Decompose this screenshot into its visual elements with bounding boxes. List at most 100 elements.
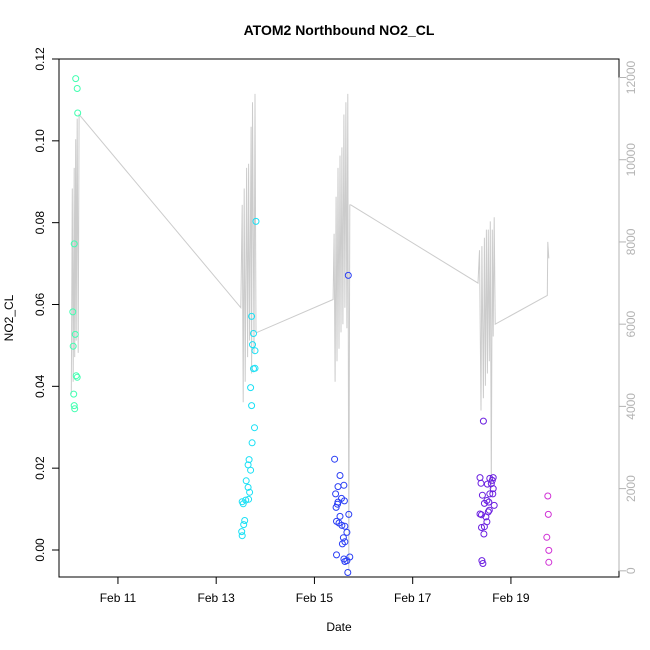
y-axis-right: 0 2000 4000 6000 8000 10000 12000 bbox=[618, 60, 638, 574]
chart-title: ATOM2 Northbound NO2_CL bbox=[244, 22, 435, 38]
data-point bbox=[486, 490, 494, 498]
data-point bbox=[480, 530, 488, 538]
x-tick-label: Feb 17 bbox=[394, 591, 432, 605]
data-point bbox=[245, 495, 253, 503]
scatter-points-layer bbox=[69, 75, 553, 576]
data-point bbox=[247, 466, 255, 474]
x-axis: Feb 11 Feb 13 Feb 15 Feb 17 Feb 19 bbox=[100, 576, 530, 605]
data-point bbox=[544, 492, 552, 500]
data-point bbox=[479, 417, 487, 425]
y-axis-left: 0.00 0.02 0.04 0.06 0.08 0.10 0.12 bbox=[33, 47, 60, 562]
y-tick-label: 0.12 bbox=[33, 47, 47, 71]
data-point bbox=[478, 524, 485, 531]
data-point bbox=[74, 109, 82, 117]
y-tick-label: 0.04 bbox=[33, 374, 47, 398]
data-point bbox=[476, 474, 484, 482]
data-point bbox=[545, 546, 553, 554]
x-tick-label: Feb 19 bbox=[492, 591, 530, 605]
data-point bbox=[244, 483, 252, 491]
data-point bbox=[344, 569, 352, 576]
data-point bbox=[248, 439, 256, 447]
y2-tick-label: 6000 bbox=[624, 310, 638, 337]
y2-tick-label: 8000 bbox=[624, 228, 638, 255]
data-point bbox=[73, 373, 81, 381]
x-tick-label: Feb 11 bbox=[100, 591, 137, 605]
y-axis-label: NO2_CL bbox=[2, 294, 16, 341]
data-point bbox=[239, 500, 247, 508]
data-point bbox=[478, 491, 486, 499]
data-point bbox=[490, 501, 498, 509]
data-point bbox=[333, 551, 340, 559]
x-tick-label: Feb 15 bbox=[296, 591, 334, 605]
data-point bbox=[478, 557, 486, 565]
y2-tick-label: 0 bbox=[624, 567, 638, 574]
data-point bbox=[476, 510, 484, 518]
data-point bbox=[246, 488, 254, 496]
data-point bbox=[332, 503, 340, 511]
y-tick-label: 0.02 bbox=[33, 456, 47, 480]
y2-tick-label: 10000 bbox=[624, 143, 638, 177]
data-point bbox=[485, 506, 493, 514]
y-tick-label: 0.06 bbox=[33, 292, 47, 316]
data-point bbox=[241, 517, 249, 524]
data-point bbox=[70, 402, 78, 410]
data-point bbox=[480, 523, 488, 531]
data-point bbox=[545, 558, 553, 566]
data-point bbox=[338, 540, 346, 548]
secondary-series-line bbox=[70, 93, 550, 571]
data-point bbox=[69, 342, 77, 350]
data-point bbox=[251, 364, 259, 372]
secondary-line-layer bbox=[70, 93, 550, 571]
data-point bbox=[71, 330, 79, 338]
data-point bbox=[247, 384, 255, 392]
data-point bbox=[249, 341, 256, 349]
data-point bbox=[340, 481, 348, 489]
data-point bbox=[334, 483, 342, 491]
data-point bbox=[482, 513, 490, 521]
data-point bbox=[69, 308, 77, 316]
data-point bbox=[251, 424, 258, 432]
data-point bbox=[250, 330, 257, 337]
y2-tick-label: 2000 bbox=[624, 475, 638, 502]
y2-tick-label: 12000 bbox=[624, 60, 638, 94]
data-point bbox=[480, 499, 488, 507]
data-point bbox=[72, 372, 80, 380]
data-point bbox=[72, 75, 80, 83]
y2-tick-label: 4000 bbox=[624, 393, 638, 420]
x-tick-label: Feb 13 bbox=[198, 591, 236, 605]
data-point bbox=[485, 498, 493, 506]
data-point bbox=[341, 558, 349, 565]
data-point bbox=[332, 490, 340, 498]
data-point bbox=[242, 477, 250, 485]
data-point bbox=[70, 240, 78, 248]
data-point bbox=[544, 510, 552, 518]
data-point bbox=[345, 510, 353, 518]
data-point bbox=[489, 485, 497, 493]
data-point bbox=[248, 312, 256, 320]
data-point bbox=[70, 390, 78, 398]
data-point bbox=[543, 533, 551, 541]
data-point bbox=[334, 500, 341, 508]
data-point bbox=[336, 512, 344, 520]
data-point bbox=[73, 85, 81, 92]
data-point bbox=[245, 456, 253, 464]
data-point bbox=[238, 532, 246, 540]
data-point bbox=[248, 402, 256, 410]
data-point bbox=[344, 271, 352, 279]
y-tick-label: 0.10 bbox=[33, 129, 47, 153]
y-tick-label: 0.00 bbox=[33, 538, 47, 562]
data-point bbox=[336, 472, 344, 479]
data-point bbox=[488, 476, 496, 484]
data-point bbox=[251, 347, 259, 355]
data-point bbox=[71, 405, 79, 413]
data-point bbox=[238, 528, 246, 536]
data-point bbox=[340, 497, 348, 505]
data-point bbox=[343, 528, 351, 536]
data-point bbox=[479, 560, 487, 567]
data-point bbox=[489, 490, 497, 498]
data-point bbox=[338, 521, 346, 529]
data-point bbox=[331, 455, 339, 463]
y-tick-label: 0.08 bbox=[33, 211, 47, 235]
data-point bbox=[477, 479, 485, 487]
